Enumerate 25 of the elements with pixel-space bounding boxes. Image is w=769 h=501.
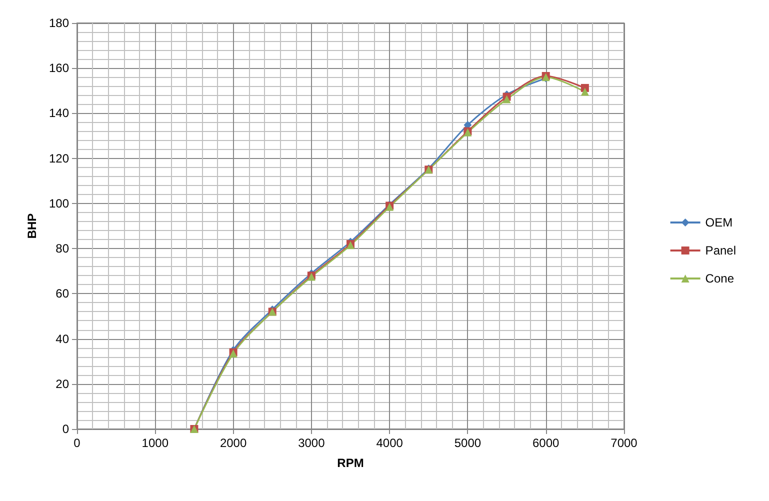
point: [502, 95, 511, 104]
x-tick-label: 0: [74, 436, 81, 450]
y-axis-title: BHP: [25, 213, 40, 239]
point: [580, 88, 589, 96]
y-tick-label: 80: [56, 242, 70, 256]
y-tick-label: 100: [48, 196, 70, 210]
y-tick-label: 0: [62, 422, 70, 436]
x-tick-label: 7000: [610, 436, 638, 450]
y-tick-label: 160: [48, 61, 70, 76]
y-tick-label: 180: [48, 16, 70, 30]
y-tick-label: 140: [48, 106, 70, 120]
x-tick-label: 5000: [454, 436, 482, 450]
legend-label: Cone: [705, 272, 734, 286]
legend-label: Panel: [705, 244, 736, 258]
y-tick-label: 40: [56, 332, 70, 346]
x-axis-title: RPM: [337, 456, 364, 470]
x-tick-label: 3000: [298, 436, 326, 450]
x-tick-label: 2000: [220, 436, 247, 450]
y-tick-label: 20: [56, 376, 70, 391]
legend-label: OEM: [705, 216, 733, 230]
y-tick-label: 120: [48, 151, 70, 166]
x-tick-label: 4000: [376, 436, 404, 450]
y-tick-label: 60: [56, 286, 70, 301]
x-tick-label: 1000: [142, 436, 169, 450]
x-tick-label: 6000: [532, 436, 560, 450]
